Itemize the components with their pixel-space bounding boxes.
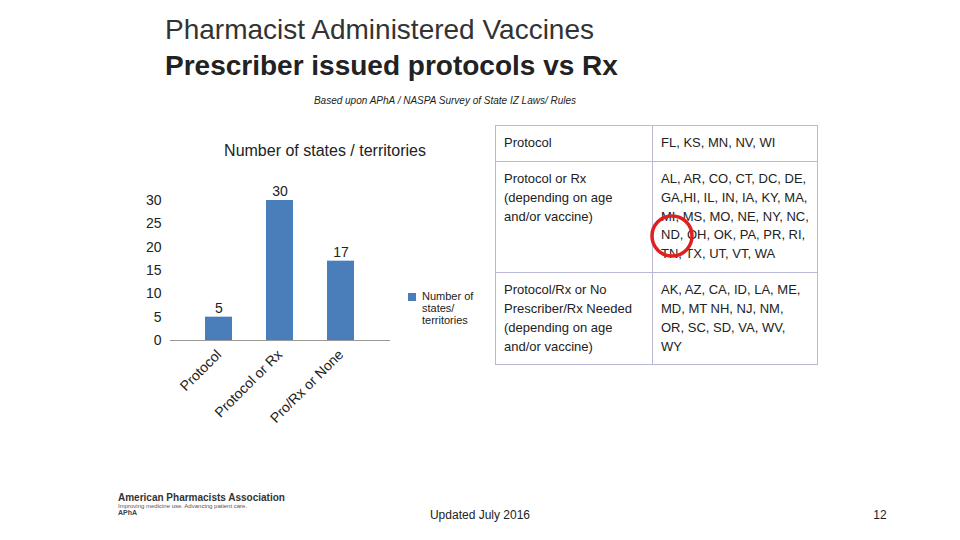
html-text:Number of states / territories: Number of states / territories xyxy=(224,142,426,159)
html-text:American Pharmacists Associati: American Pharmacists Association xyxy=(118,492,285,503)
html-text:FL, KS, MN, NV, WI: FL, KS, MN, NV, WI xyxy=(661,135,776,150)
svg-text:Pro/Rx or None: Pro/Rx or None xyxy=(267,346,347,426)
html-text:Based upon APhA / NASPA Survey: Based upon APhA / NASPA Survey of State … xyxy=(313,95,577,106)
html-text:Number of states/ territories: Number of states/ territories xyxy=(422,290,474,326)
svg-text:5: 5 xyxy=(154,309,162,325)
svg-text:Protocol or Rx: Protocol or Rx xyxy=(211,346,286,421)
svg-text:17: 17 xyxy=(333,244,349,260)
html-text:APhA: APhA xyxy=(118,509,138,516)
svg-text:20: 20 xyxy=(146,239,162,255)
html-text:Pharmacist Administered Vaccin: Pharmacist Administered Vaccines xyxy=(165,14,594,45)
svg-text:30: 30 xyxy=(272,183,288,199)
svg-text:0: 0 xyxy=(154,332,162,348)
html-text:12: 12 xyxy=(873,508,887,522)
html-text:Updated July 2016: Updated July 2016 xyxy=(430,508,530,522)
html-text:Improving medicine use. Advanc: Improving medicine use. Advancing patien… xyxy=(118,503,248,509)
svg-text:5: 5 xyxy=(215,300,223,316)
html-text:Prescriber issued protocols vs: Prescriber issued protocols vs Rx xyxy=(165,50,618,81)
svg-text:25: 25 xyxy=(146,215,162,231)
svg-text:30: 30 xyxy=(146,192,162,208)
html-text:Protocol/Rx or No Prescriber/R: Protocol/Rx or No Prescriber/Rx Needed (… xyxy=(504,282,632,354)
html-text:Protocol or Rx (depending on a: Protocol or Rx (depending on age and/or … xyxy=(504,170,613,224)
html-text:AL, AR, CO, CT, DC, DE, GA,HI,: AL, AR, CO, CT, DC, DE, GA,HI, IL, IN, I… xyxy=(661,170,809,262)
svg-text:Protocol: Protocol xyxy=(177,346,225,394)
svg-text:15: 15 xyxy=(146,262,162,278)
html-text:AK, AZ, CA, ID, LA, ME, MD, MT: AK, AZ, CA, ID, LA, ME, MD, MT NH, NJ, N… xyxy=(661,282,801,354)
svg-text:10: 10 xyxy=(146,285,162,301)
html-text:Protocol: Protocol xyxy=(504,135,552,150)
